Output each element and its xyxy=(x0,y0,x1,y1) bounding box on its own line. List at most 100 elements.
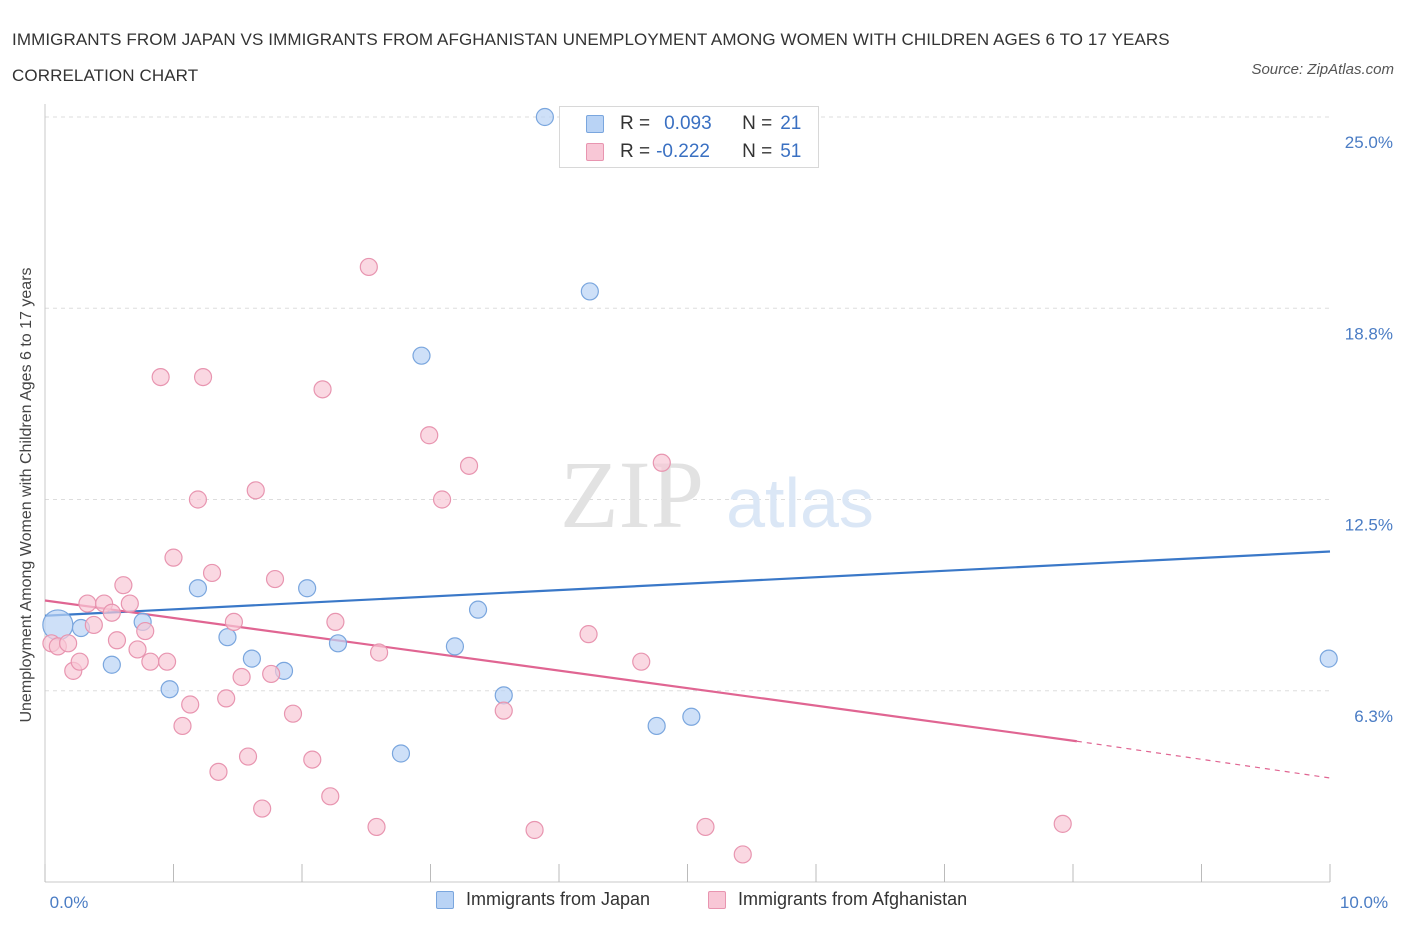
point-afghanistan xyxy=(632,652,651,671)
point-afghanistan xyxy=(246,481,265,500)
r-label: R = xyxy=(620,141,651,162)
watermark-atlas: atlas xyxy=(726,464,874,542)
point-afghanistan xyxy=(313,380,332,399)
r-label: R = xyxy=(620,113,651,134)
trend-line-dashed-afghanistan xyxy=(1076,740,1331,779)
trend-line-afghanistan xyxy=(44,599,1078,743)
point-afghanistan xyxy=(326,612,345,632)
x-tick-label: 0.0% xyxy=(50,893,89,912)
point-afghanistan xyxy=(136,621,155,641)
point-afghanistan xyxy=(157,652,177,671)
point-afghanistan xyxy=(253,799,272,818)
point-afghanistan xyxy=(359,257,378,277)
y-tick-label: 18.8% xyxy=(1345,324,1393,343)
point-afghanistan xyxy=(193,368,213,387)
tick-labels: 6.3% 12.5% 18.8% 25.0% 0.0% 10.0% xyxy=(50,133,1393,912)
point-afghanistan xyxy=(173,716,192,736)
point-afghanistan xyxy=(459,456,479,475)
point-afghanistan xyxy=(420,426,439,445)
point-japan xyxy=(494,686,513,705)
japan-swatch xyxy=(586,115,604,133)
point-afghanistan xyxy=(262,664,281,684)
legend-label-afghanistan: Immigrants from Afghanistan xyxy=(738,889,968,909)
point-afghanistan xyxy=(84,615,103,635)
watermark-zip: ZIP xyxy=(560,441,704,548)
y-tick-label: 12.5% xyxy=(1345,516,1393,535)
point-japan xyxy=(218,628,237,647)
point-afghanistan xyxy=(202,563,222,583)
point-afghanistan xyxy=(209,762,228,781)
point-japan xyxy=(580,282,599,301)
point-afghanistan xyxy=(432,490,452,509)
gridlines xyxy=(45,116,1330,692)
n-label: N = xyxy=(742,113,773,134)
chart-title: IMMIGRANTS FROM JAPAN VS IMMIGRANTS FROM… xyxy=(12,30,1170,85)
point-afghanistan xyxy=(107,631,127,650)
point-japan xyxy=(647,716,666,736)
point-japan xyxy=(1319,649,1338,668)
legend-label-japan: Immigrants from Japan xyxy=(466,889,651,909)
legend-item-afghanistan[interactable]: Immigrants from Afghanistan xyxy=(708,889,967,910)
point-afghanistan xyxy=(232,667,251,687)
r-value: 0.093 xyxy=(664,113,712,134)
series-legend: Immigrants from Japan Immigrants from Af… xyxy=(0,889,1406,915)
point-japan xyxy=(468,600,488,619)
point-afghanistan xyxy=(59,634,78,653)
point-japan xyxy=(160,680,179,699)
point-afghanistan xyxy=(114,576,133,595)
watermark: ZIP atlas xyxy=(560,441,874,548)
point-afghanistan xyxy=(164,548,183,567)
point-afghanistan xyxy=(224,612,243,632)
legend-item-japan[interactable]: Immigrants from Japan xyxy=(436,889,650,910)
afghanistan-swatch xyxy=(586,143,604,161)
point-afghanistan xyxy=(370,643,389,662)
point-japan xyxy=(188,579,208,598)
stats-row-afghanistan: R = -0.222 N = 51 xyxy=(586,138,801,166)
point-japan xyxy=(242,649,261,668)
point-afghanistan xyxy=(141,652,160,671)
point-afghanistan xyxy=(102,603,121,622)
point-afghanistan xyxy=(70,652,89,671)
point-japan xyxy=(535,107,554,127)
point-afghanistan xyxy=(265,569,285,589)
stats-legend: R = 0.093 N = 21 R = -0.222 N = 51 xyxy=(559,106,819,168)
axes xyxy=(44,104,1331,883)
point-afghanistan xyxy=(525,820,544,840)
point-japan xyxy=(298,579,317,598)
point-afghanistan xyxy=(217,689,236,708)
n-value: 51 xyxy=(780,141,802,162)
point-japan xyxy=(391,744,411,763)
trend-lines xyxy=(44,550,1331,779)
point-afghanistan xyxy=(696,817,715,837)
point-afghanistan xyxy=(321,787,340,806)
point-afghanistan xyxy=(494,701,513,720)
point-afghanistan xyxy=(128,640,147,659)
japan-swatch xyxy=(436,890,454,909)
stats-row-japan: R = 0.093 N = 21 xyxy=(586,110,801,138)
point-afghanistan xyxy=(652,453,671,472)
point-japan xyxy=(445,637,465,656)
data-points xyxy=(42,107,1338,864)
point-japan xyxy=(102,655,121,674)
point-japan xyxy=(328,634,348,653)
point-afghanistan xyxy=(238,747,258,766)
y-tick-label: 6.3% xyxy=(1354,707,1393,726)
point-japan xyxy=(682,707,701,726)
point-afghanistan xyxy=(120,594,139,613)
point-afghanistan xyxy=(181,695,200,714)
source-label: Source: ZipAtlas.com xyxy=(1251,61,1394,78)
point-afghanistan xyxy=(151,368,170,387)
afghanistan-swatch xyxy=(708,890,726,909)
point-afghanistan xyxy=(78,594,97,613)
r-value: -0.222 xyxy=(656,141,710,162)
n-label: N = xyxy=(742,141,773,162)
point-japan xyxy=(412,346,431,365)
point-afghanistan xyxy=(367,817,386,837)
x-tick-label: 10.0% xyxy=(1340,893,1388,912)
n-value: 21 xyxy=(780,113,802,134)
point-afghanistan xyxy=(579,625,598,644)
point-afghanistan xyxy=(188,490,208,509)
point-afghanistan xyxy=(733,845,752,864)
y-tick-label: 25.0% xyxy=(1345,133,1393,152)
